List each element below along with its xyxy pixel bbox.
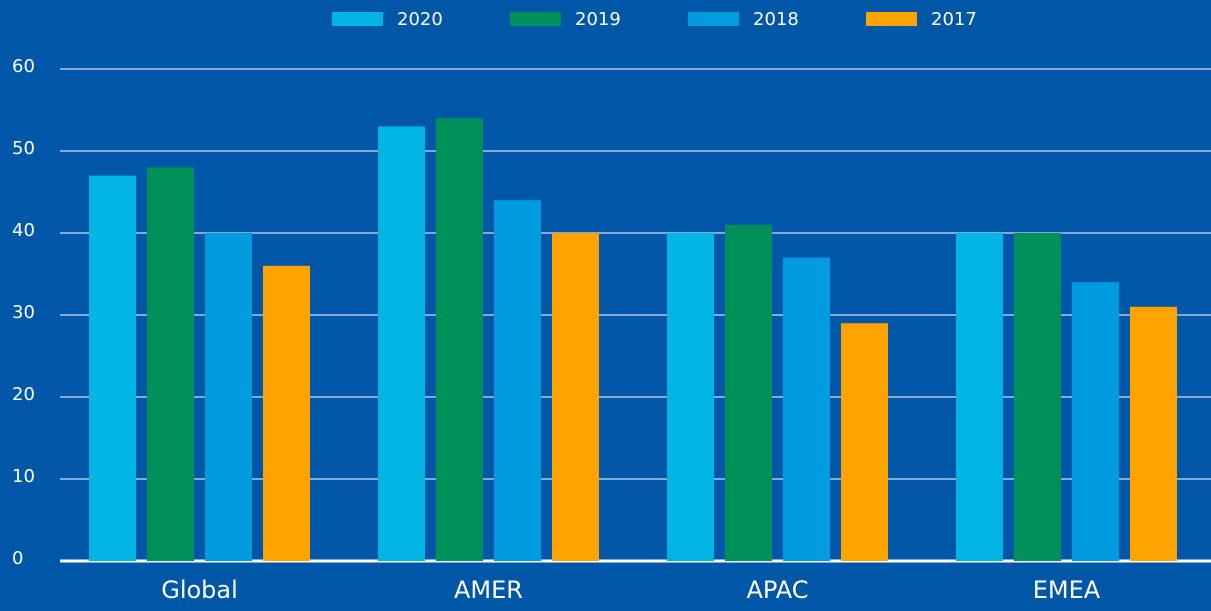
legend-swatch: [866, 12, 917, 26]
x-tick-label: Global: [161, 576, 238, 604]
y-tick-label: 50: [12, 138, 35, 159]
legend-label: 2017: [931, 9, 977, 30]
y-tick-label: 30: [12, 302, 35, 323]
bar: [841, 323, 888, 561]
y-tick-label: 10: [12, 466, 35, 487]
bar: [494, 200, 541, 561]
legend-label: 2020: [397, 9, 443, 30]
bar: [1014, 233, 1061, 561]
bar: [956, 233, 1003, 561]
y-tick-label: 40: [12, 220, 35, 241]
x-tick-label: AMER: [454, 576, 523, 604]
legend-label: 2019: [575, 9, 621, 30]
bar: [436, 118, 483, 561]
bar: [783, 257, 830, 561]
x-tick-label: APAC: [746, 576, 808, 604]
legend-swatch: [688, 12, 739, 26]
bar: [1130, 306, 1177, 561]
x-tick-label: EMEA: [1033, 576, 1101, 604]
bar: [147, 167, 194, 561]
bar: [89, 175, 136, 561]
bar: [725, 224, 772, 562]
y-tick-label: 0: [12, 548, 23, 569]
bar: [667, 233, 714, 561]
y-tick-label: 20: [12, 384, 35, 405]
bar: [263, 265, 310, 561]
bar: [1072, 282, 1119, 561]
legend-label: 2018: [753, 9, 799, 30]
bar: [205, 233, 252, 561]
legend-swatch: [510, 12, 561, 26]
legend-swatch: [332, 12, 383, 26]
bar: [378, 126, 425, 562]
y-tick-label: 60: [12, 56, 35, 77]
bar: [552, 233, 599, 561]
